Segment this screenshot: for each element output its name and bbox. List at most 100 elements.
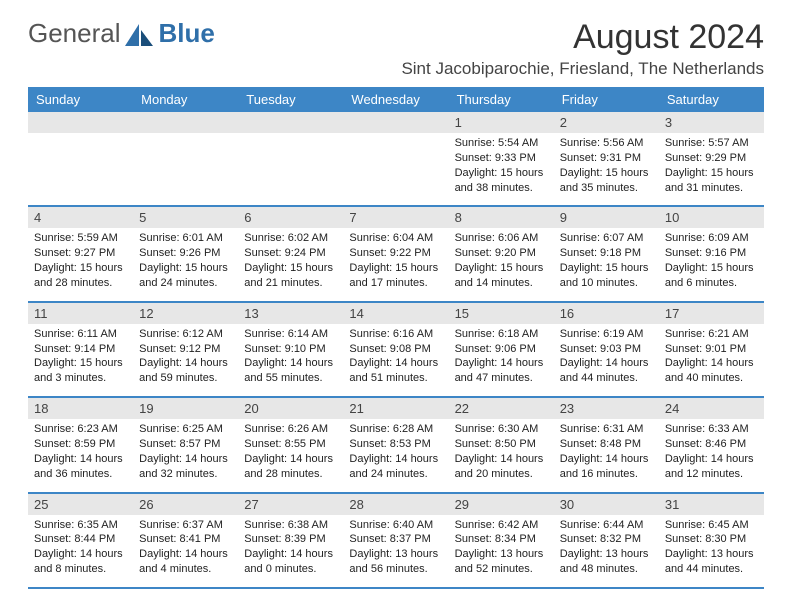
day-cell: 27Sunrise: 6:38 AMSunset: 8:39 PMDayligh… [238,493,343,588]
day-header: Sunday [28,87,133,112]
day-content: Sunrise: 6:37 AMSunset: 8:41 PMDaylight:… [133,515,238,587]
day-content: Sunrise: 6:11 AMSunset: 9:14 PMDaylight:… [28,324,133,396]
day-cell [238,112,343,206]
day-number: 17 [659,303,764,324]
day-content: Sunrise: 6:19 AMSunset: 9:03 PMDaylight:… [554,324,659,396]
day-cell: 22Sunrise: 6:30 AMSunset: 8:50 PMDayligh… [449,397,554,492]
day-number: 14 [343,303,448,324]
day-content: Sunrise: 6:14 AMSunset: 9:10 PMDaylight:… [238,324,343,396]
day-content: Sunrise: 6:06 AMSunset: 9:20 PMDaylight:… [449,228,554,300]
day-cell: 26Sunrise: 6:37 AMSunset: 8:41 PMDayligh… [133,493,238,588]
day-number: 27 [238,494,343,515]
empty-day [133,112,238,133]
day-content: Sunrise: 6:35 AMSunset: 8:44 PMDaylight:… [28,515,133,587]
day-number: 18 [28,398,133,419]
day-content: Sunrise: 6:28 AMSunset: 8:53 PMDaylight:… [343,419,448,491]
day-header: Monday [133,87,238,112]
day-number: 5 [133,207,238,228]
day-content: Sunrise: 6:42 AMSunset: 8:34 PMDaylight:… [449,515,554,587]
page-title: August 2024 [401,18,764,57]
empty-day [28,112,133,133]
day-cell: 9Sunrise: 6:07 AMSunset: 9:18 PMDaylight… [554,206,659,301]
day-cell: 3Sunrise: 5:57 AMSunset: 9:29 PMDaylight… [659,112,764,206]
day-content: Sunrise: 6:18 AMSunset: 9:06 PMDaylight:… [449,324,554,396]
day-number: 13 [238,303,343,324]
day-number: 25 [28,494,133,515]
day-content: Sunrise: 6:31 AMSunset: 8:48 PMDaylight:… [554,419,659,491]
day-number: 8 [449,207,554,228]
day-header: Tuesday [238,87,343,112]
day-cell: 7Sunrise: 6:04 AMSunset: 9:22 PMDaylight… [343,206,448,301]
day-cell: 20Sunrise: 6:26 AMSunset: 8:55 PMDayligh… [238,397,343,492]
day-cell: 10Sunrise: 6:09 AMSunset: 9:16 PMDayligh… [659,206,764,301]
day-content: Sunrise: 5:54 AMSunset: 9:33 PMDaylight:… [449,133,554,205]
day-cell: 16Sunrise: 6:19 AMSunset: 9:03 PMDayligh… [554,302,659,397]
day-cell: 23Sunrise: 6:31 AMSunset: 8:48 PMDayligh… [554,397,659,492]
day-number: 24 [659,398,764,419]
day-number: 3 [659,112,764,133]
calendar-table: SundayMondayTuesdayWednesdayThursdayFrid… [28,87,764,589]
day-cell: 4Sunrise: 5:59 AMSunset: 9:27 PMDaylight… [28,206,133,301]
day-content: Sunrise: 6:01 AMSunset: 9:26 PMDaylight:… [133,228,238,300]
day-cell: 5Sunrise: 6:01 AMSunset: 9:26 PMDaylight… [133,206,238,301]
day-cell: 19Sunrise: 6:25 AMSunset: 8:57 PMDayligh… [133,397,238,492]
day-content: Sunrise: 6:16 AMSunset: 9:08 PMDaylight:… [343,324,448,396]
day-number: 9 [554,207,659,228]
day-cell [28,112,133,206]
day-number: 2 [554,112,659,133]
day-cell: 30Sunrise: 6:44 AMSunset: 8:32 PMDayligh… [554,493,659,588]
day-cell: 8Sunrise: 6:06 AMSunset: 9:20 PMDaylight… [449,206,554,301]
day-cell: 25Sunrise: 6:35 AMSunset: 8:44 PMDayligh… [28,493,133,588]
day-cell: 1Sunrise: 5:54 AMSunset: 9:33 PMDaylight… [449,112,554,206]
day-number: 15 [449,303,554,324]
day-cell: 24Sunrise: 6:33 AMSunset: 8:46 PMDayligh… [659,397,764,492]
day-content: Sunrise: 6:12 AMSunset: 9:12 PMDaylight:… [133,324,238,396]
day-content: Sunrise: 6:30 AMSunset: 8:50 PMDaylight:… [449,419,554,491]
day-number: 11 [28,303,133,324]
day-header: Thursday [449,87,554,112]
logo-icon [125,22,155,46]
day-content: Sunrise: 6:25 AMSunset: 8:57 PMDaylight:… [133,419,238,491]
day-number: 10 [659,207,764,228]
day-cell: 13Sunrise: 6:14 AMSunset: 9:10 PMDayligh… [238,302,343,397]
day-cell: 12Sunrise: 6:12 AMSunset: 9:12 PMDayligh… [133,302,238,397]
day-content: Sunrise: 6:02 AMSunset: 9:24 PMDaylight:… [238,228,343,300]
day-cell: 29Sunrise: 6:42 AMSunset: 8:34 PMDayligh… [449,493,554,588]
day-number: 7 [343,207,448,228]
day-content: Sunrise: 6:44 AMSunset: 8:32 PMDaylight:… [554,515,659,587]
day-number: 28 [343,494,448,515]
brand-logo: General Blue [28,18,215,49]
day-content: Sunrise: 6:38 AMSunset: 8:39 PMDaylight:… [238,515,343,587]
day-cell: 17Sunrise: 6:21 AMSunset: 9:01 PMDayligh… [659,302,764,397]
day-number: 26 [133,494,238,515]
day-content: Sunrise: 6:09 AMSunset: 9:16 PMDaylight:… [659,228,764,300]
day-cell: 2Sunrise: 5:56 AMSunset: 9:31 PMDaylight… [554,112,659,206]
day-content: Sunrise: 6:33 AMSunset: 8:46 PMDaylight:… [659,419,764,491]
day-content: Sunrise: 6:07 AMSunset: 9:18 PMDaylight:… [554,228,659,300]
day-content: Sunrise: 6:21 AMSunset: 9:01 PMDaylight:… [659,324,764,396]
day-content: Sunrise: 6:23 AMSunset: 8:59 PMDaylight:… [28,419,133,491]
day-number: 21 [343,398,448,419]
day-number: 23 [554,398,659,419]
day-content: Sunrise: 6:04 AMSunset: 9:22 PMDaylight:… [343,228,448,300]
day-content: Sunrise: 5:59 AMSunset: 9:27 PMDaylight:… [28,228,133,300]
day-number: 31 [659,494,764,515]
day-number: 1 [449,112,554,133]
day-cell: 18Sunrise: 6:23 AMSunset: 8:59 PMDayligh… [28,397,133,492]
empty-day [238,112,343,133]
day-cell: 21Sunrise: 6:28 AMSunset: 8:53 PMDayligh… [343,397,448,492]
day-number: 30 [554,494,659,515]
day-content: Sunrise: 6:40 AMSunset: 8:37 PMDaylight:… [343,515,448,587]
brand-b: Blue [159,18,215,48]
day-number: 6 [238,207,343,228]
day-number: 20 [238,398,343,419]
day-number: 16 [554,303,659,324]
day-header: Friday [554,87,659,112]
day-number: 29 [449,494,554,515]
day-header: Saturday [659,87,764,112]
day-content: Sunrise: 5:57 AMSunset: 9:29 PMDaylight:… [659,133,764,205]
location: Sint Jacobiparochie, Friesland, The Neth… [401,59,764,79]
day-cell: 11Sunrise: 6:11 AMSunset: 9:14 PMDayligh… [28,302,133,397]
day-number: 22 [449,398,554,419]
day-number: 12 [133,303,238,324]
